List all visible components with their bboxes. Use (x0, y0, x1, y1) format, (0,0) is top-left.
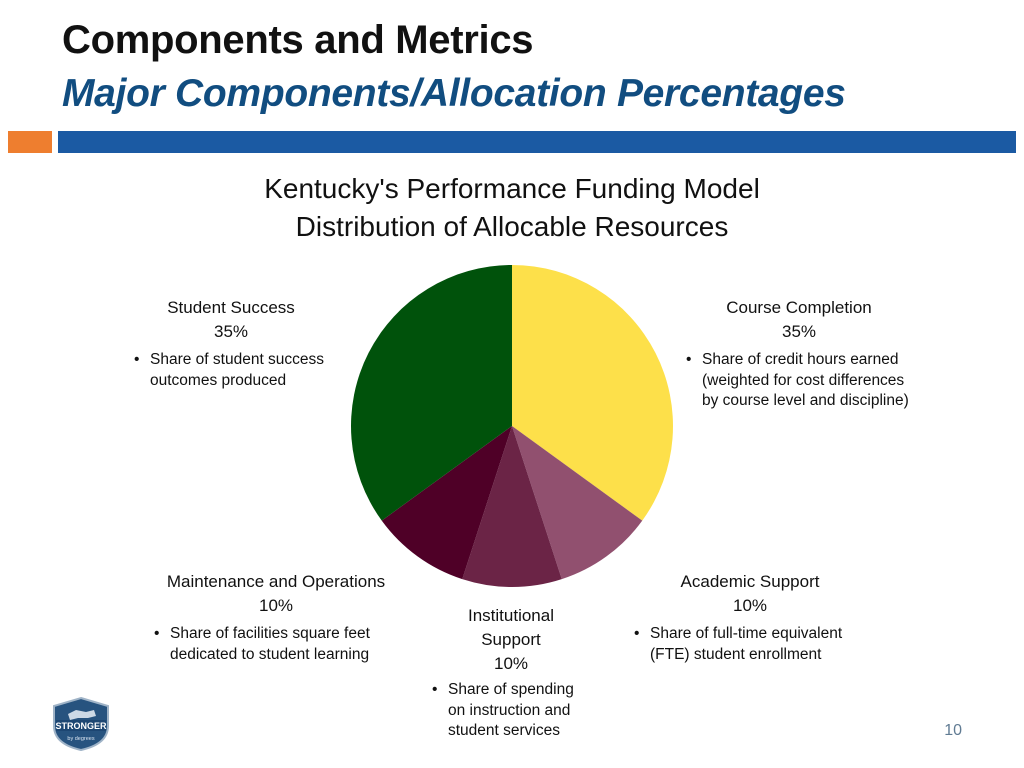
pie-slice-1 (512, 426, 643, 580)
logo-text-line-1: STRONGER (55, 721, 107, 731)
label-name: Academic Support (680, 572, 820, 591)
label-name-line-1: Institutional (468, 606, 554, 625)
label-maintenance-operations: Maintenance and Operations 10% • Share of… (154, 570, 414, 665)
logo-text-line-2: by degrees (67, 736, 94, 742)
label-description: • Share of credit hours earned (weighted … (686, 351, 909, 409)
pie-slice-3 (381, 426, 512, 580)
chart-title-line-1: Kentucky's Performance Funding Model (264, 173, 760, 204)
page-number: 10 (944, 722, 962, 739)
label-student-success: Student Success 35% • Share of student su… (134, 296, 394, 391)
label-percent: 10% (258, 596, 294, 615)
label-course-completion: Course Completion 35% • Share of credit h… (686, 296, 966, 412)
label-name: Student Success (167, 298, 295, 317)
label-percent: 35% (213, 322, 249, 341)
accent-bar-blue (58, 131, 1016, 153)
label-percent: 10% (493, 654, 529, 673)
label-name: Course Completion (726, 298, 872, 317)
pie-slice-2 (462, 426, 562, 587)
label-name-line-2: Support (481, 630, 541, 649)
label-description: • Share of full-time equivalent (FTE) stu… (634, 625, 843, 663)
label-institutional-support: Institutional Support 10% • Share of spen… (432, 604, 602, 742)
chart-title-line-2: Distribution of Allocable Resources (295, 211, 729, 242)
stronger-by-degrees-logo: STRONGER by degrees (53, 696, 109, 752)
label-percent: 10% (732, 596, 768, 615)
pie-slice-0 (512, 265, 673, 521)
slide-subtitle: Major Components/Allocation Percentages (62, 72, 846, 115)
label-name: Maintenance and Operations (166, 572, 386, 591)
label-percent: 35% (781, 322, 817, 341)
label-description: • Share of student success outcomes produ… (134, 351, 325, 389)
slide-title: Components and Metrics (62, 18, 534, 62)
label-academic-support: Academic Support 10% • Share of full-time… (634, 570, 894, 665)
label-description: • Share of spending on instruction and st… (432, 681, 574, 739)
accent-bar-orange (8, 131, 52, 153)
label-description: • Share of facilities square feet dedicat… (154, 625, 370, 663)
